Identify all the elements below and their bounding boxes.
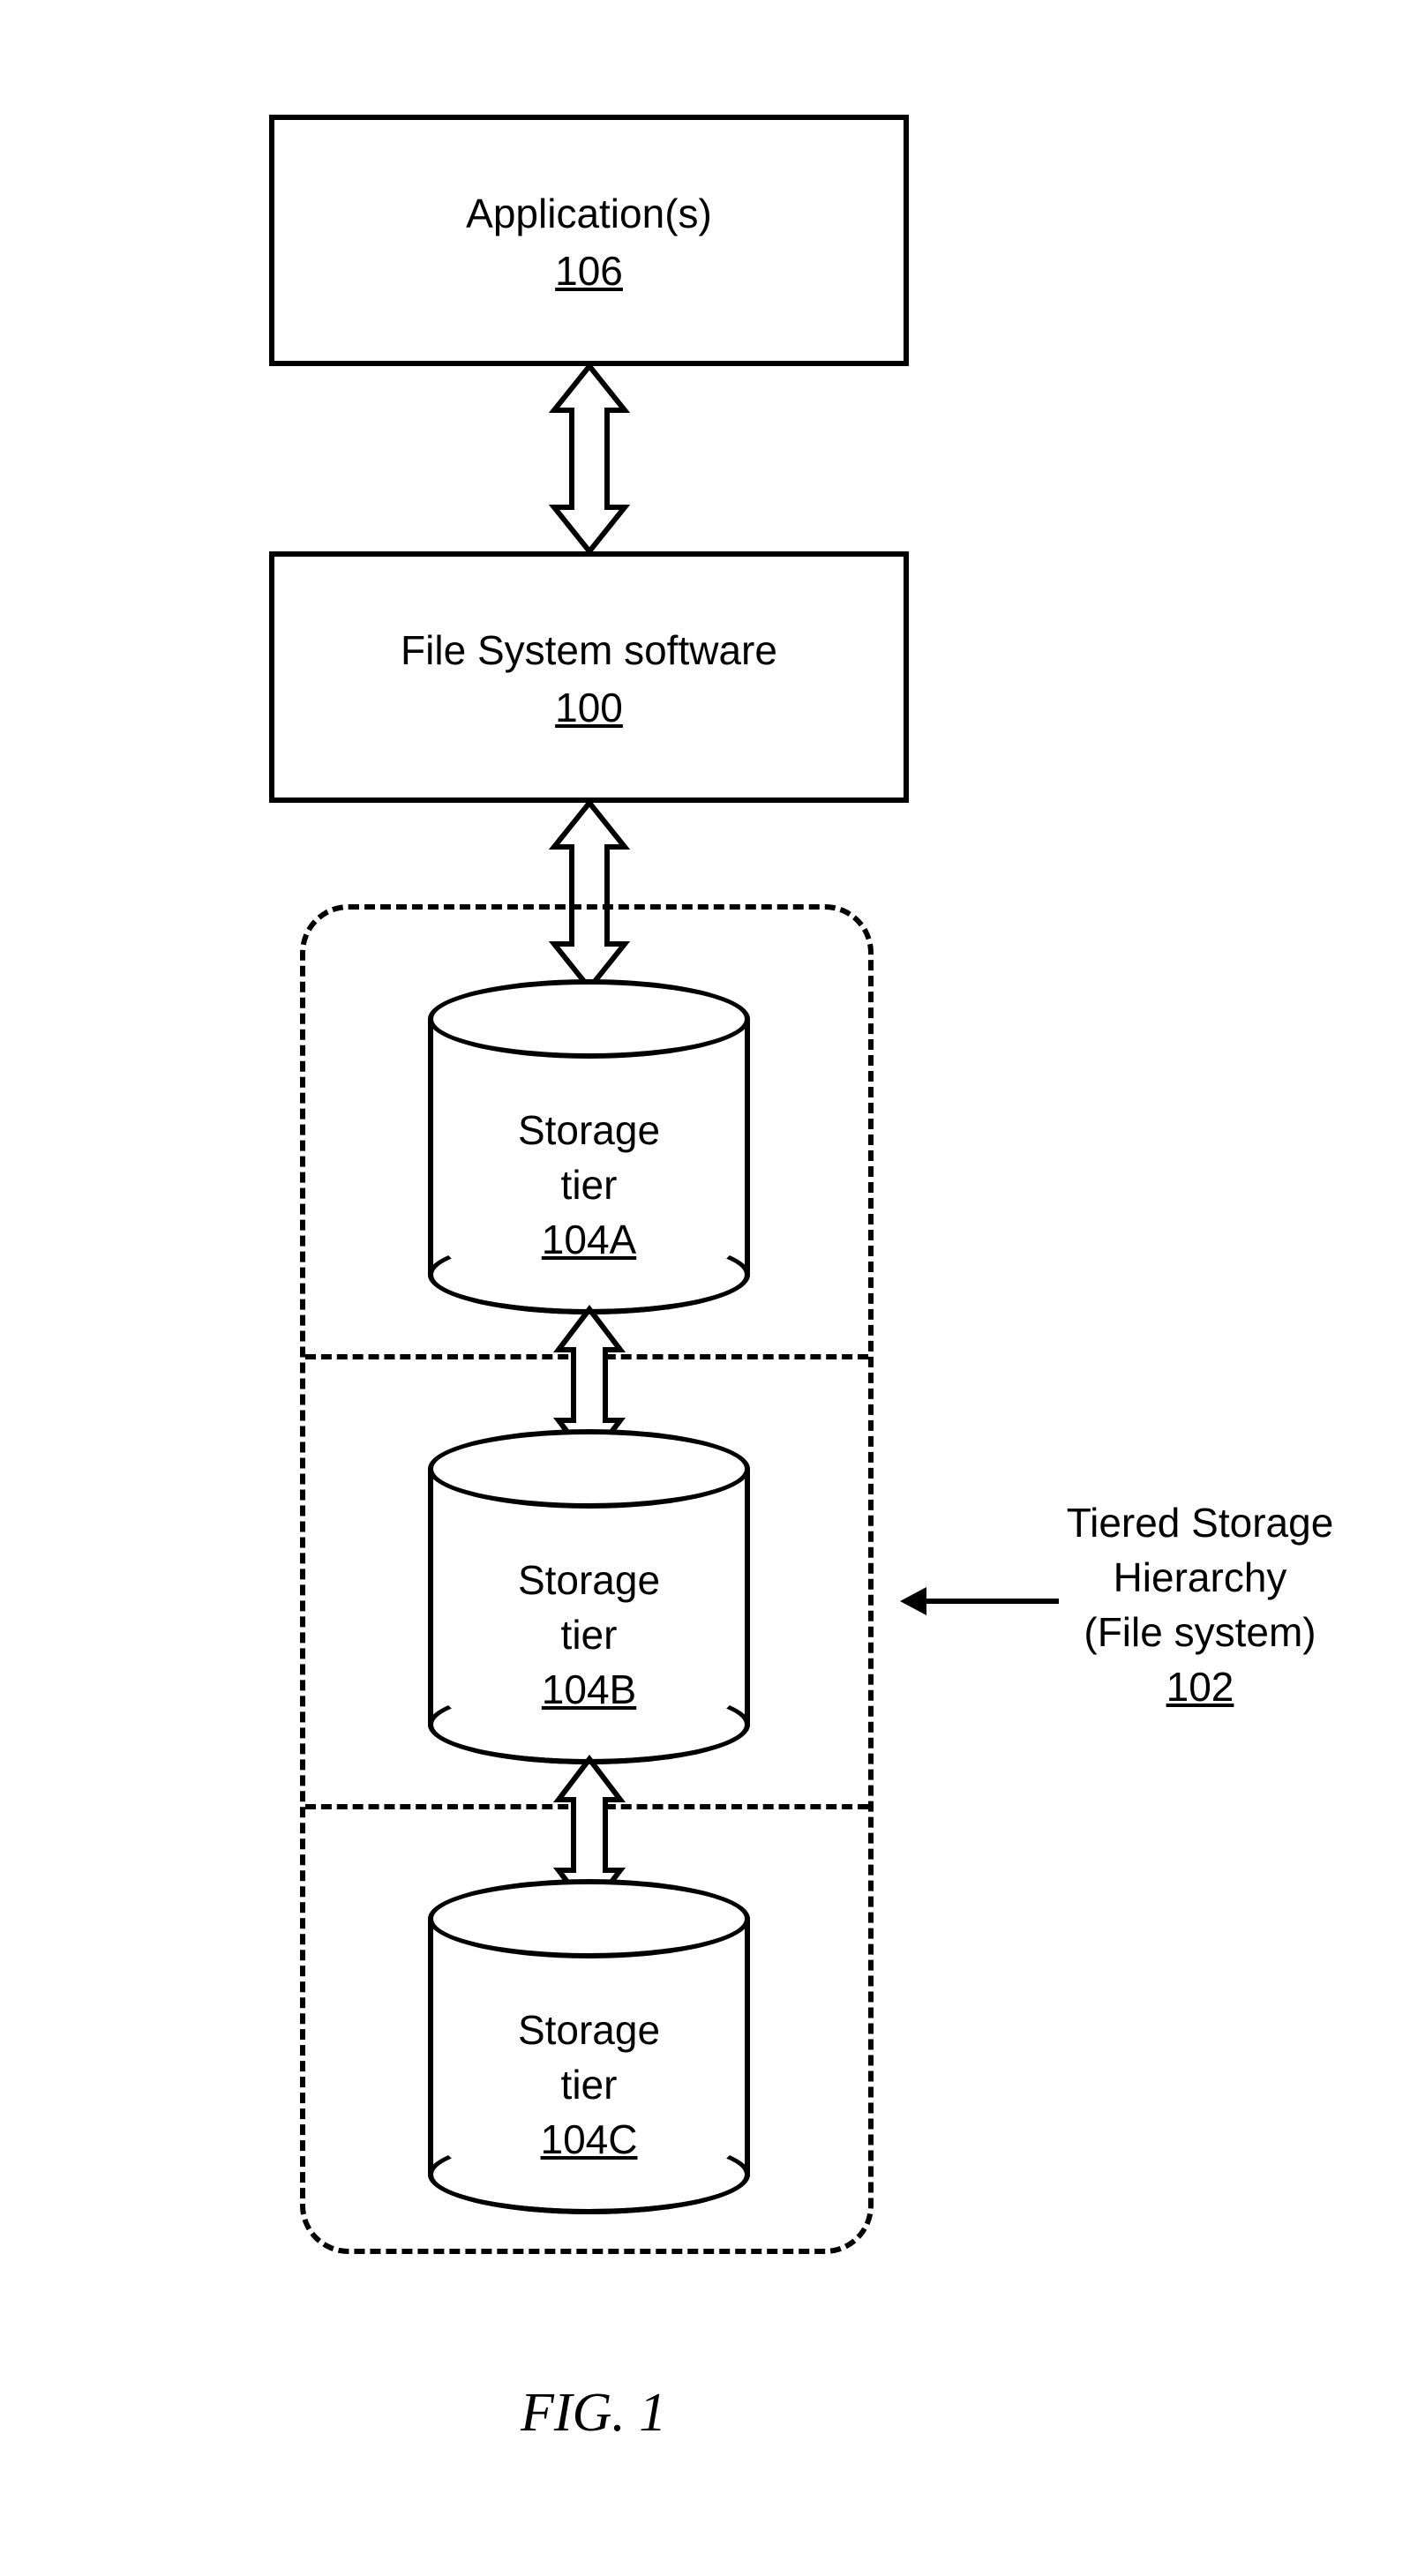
tier-c-num: 104C — [541, 2116, 638, 2162]
diagram-canvas: Application(s) 106 File System software … — [0, 0, 1425, 2576]
side-label-line3: (File system) — [1084, 1609, 1316, 1655]
filesystem-software-box: File System software 100 — [269, 551, 909, 803]
tier-c-label1: Storage — [518, 2007, 660, 2053]
tier-c-label2: tier — [561, 2062, 618, 2108]
hierarchy-side-label: Tiered Storage Hierarchy (File system) 1… — [1041, 1495, 1359, 1714]
applications-label: Application(s) — [466, 186, 712, 241]
side-label-arrow — [900, 1592, 1059, 1610]
storage-tier-a: Storage tier 104A — [428, 979, 750, 1314]
tier-a-label1: Storage — [518, 1107, 660, 1153]
figure-caption: FIG. 1 — [521, 2382, 666, 2445]
applications-box: Application(s) 106 — [269, 115, 909, 366]
tier-b-num: 104B — [542, 1666, 636, 1712]
tier-b-label2: tier — [561, 1612, 618, 1658]
arrow-app-to-fs — [554, 366, 625, 551]
side-label-line1: Tiered Storage — [1067, 1500, 1334, 1546]
side-label-num: 102 — [1166, 1664, 1234, 1710]
tier-a-num: 104A — [542, 1217, 636, 1262]
storage-tier-b: Storage tier 104B — [428, 1429, 750, 1764]
filesystem-software-label: File System software — [401, 623, 777, 678]
filesystem-software-num: 100 — [555, 684, 623, 731]
tier-b-label1: Storage — [518, 1557, 660, 1603]
storage-tier-c: Storage tier 104C — [428, 1879, 750, 2214]
tier-a-label2: tier — [561, 1162, 618, 1208]
side-label-line2: Hierarchy — [1114, 1554, 1287, 1600]
applications-num: 106 — [555, 247, 623, 295]
